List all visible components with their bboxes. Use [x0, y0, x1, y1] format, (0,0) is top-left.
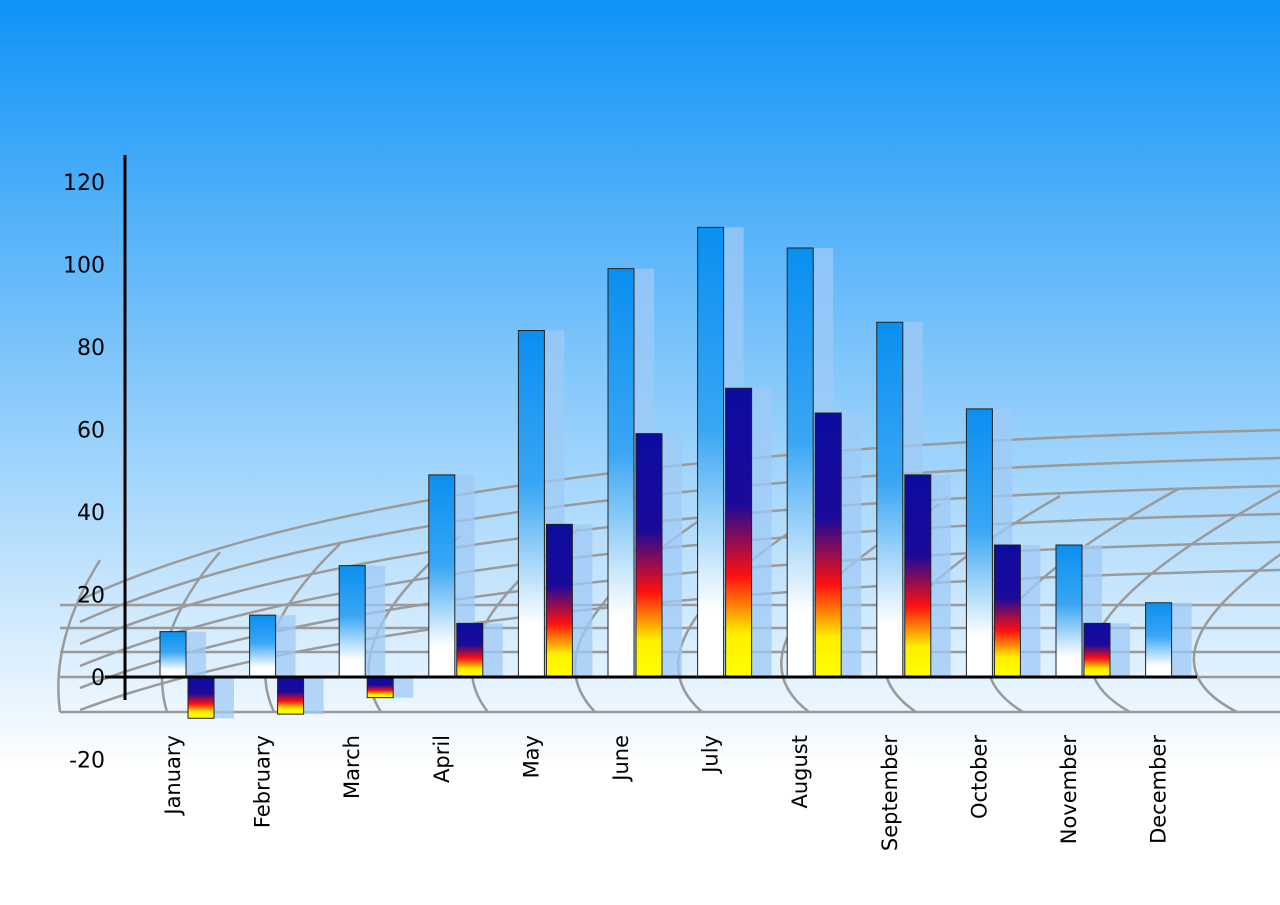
bar-february-series2 [277, 676, 305, 715]
x-tick-label: September [878, 735, 902, 851]
x-tick-label: June [609, 735, 633, 783]
x-tick-label: October [967, 735, 991, 819]
grid-curve [1192, 553, 1280, 714]
bar-december-series1 [1145, 602, 1173, 678]
y-tick-label: 60 [77, 419, 105, 444]
y-tick-label: 80 [77, 336, 105, 361]
x-tick-label: August [788, 735, 812, 809]
x-tick-label: December [1147, 735, 1171, 844]
bar-march-series2 [366, 676, 394, 699]
bar-july-series2 [725, 387, 753, 678]
y-tick-label: 120 [63, 171, 105, 196]
y-tick-label: 40 [77, 501, 105, 526]
x-tick-label: July [699, 735, 723, 775]
bar-february-series1 [249, 614, 277, 678]
bar-march-series1 [338, 565, 366, 678]
bar-august-series1 [786, 247, 814, 678]
x-tick-label: November [1057, 735, 1081, 845]
x-tick-label: March [340, 735, 364, 799]
bar-april-series1 [428, 474, 456, 678]
bar-january-series2 [187, 676, 215, 719]
bar-may-series1 [517, 330, 545, 678]
y-tick-label: 0 [91, 666, 105, 691]
x-tick-label: January [161, 735, 185, 817]
x-tick-label: May [519, 735, 543, 778]
y-tick-label: 20 [77, 584, 105, 609]
bar-january-series1 [159, 631, 187, 678]
x-tick-label: February [251, 735, 275, 828]
bar-november-series1 [1055, 544, 1083, 678]
bar-september-series2 [904, 474, 932, 678]
bar-june-series1 [607, 268, 635, 678]
bar-september-series1 [876, 321, 904, 678]
grid-curve [676, 510, 821, 713]
bar-july-series1 [697, 226, 725, 678]
bar-november-series2 [1083, 622, 1111, 678]
grid-curve [1089, 489, 1280, 714]
y-tick-label: -20 [69, 749, 105, 774]
bar-may-series2 [545, 523, 573, 678]
bar-october-series2 [993, 544, 1021, 678]
bar-august-series2 [814, 412, 842, 678]
bar-april-series2 [456, 622, 484, 678]
bar-june-series2 [635, 433, 663, 678]
bar-october-series1 [965, 408, 993, 678]
grid-curve [57, 559, 102, 713]
x-tick-label: April [430, 735, 454, 783]
y-tick-label: 100 [63, 254, 105, 279]
